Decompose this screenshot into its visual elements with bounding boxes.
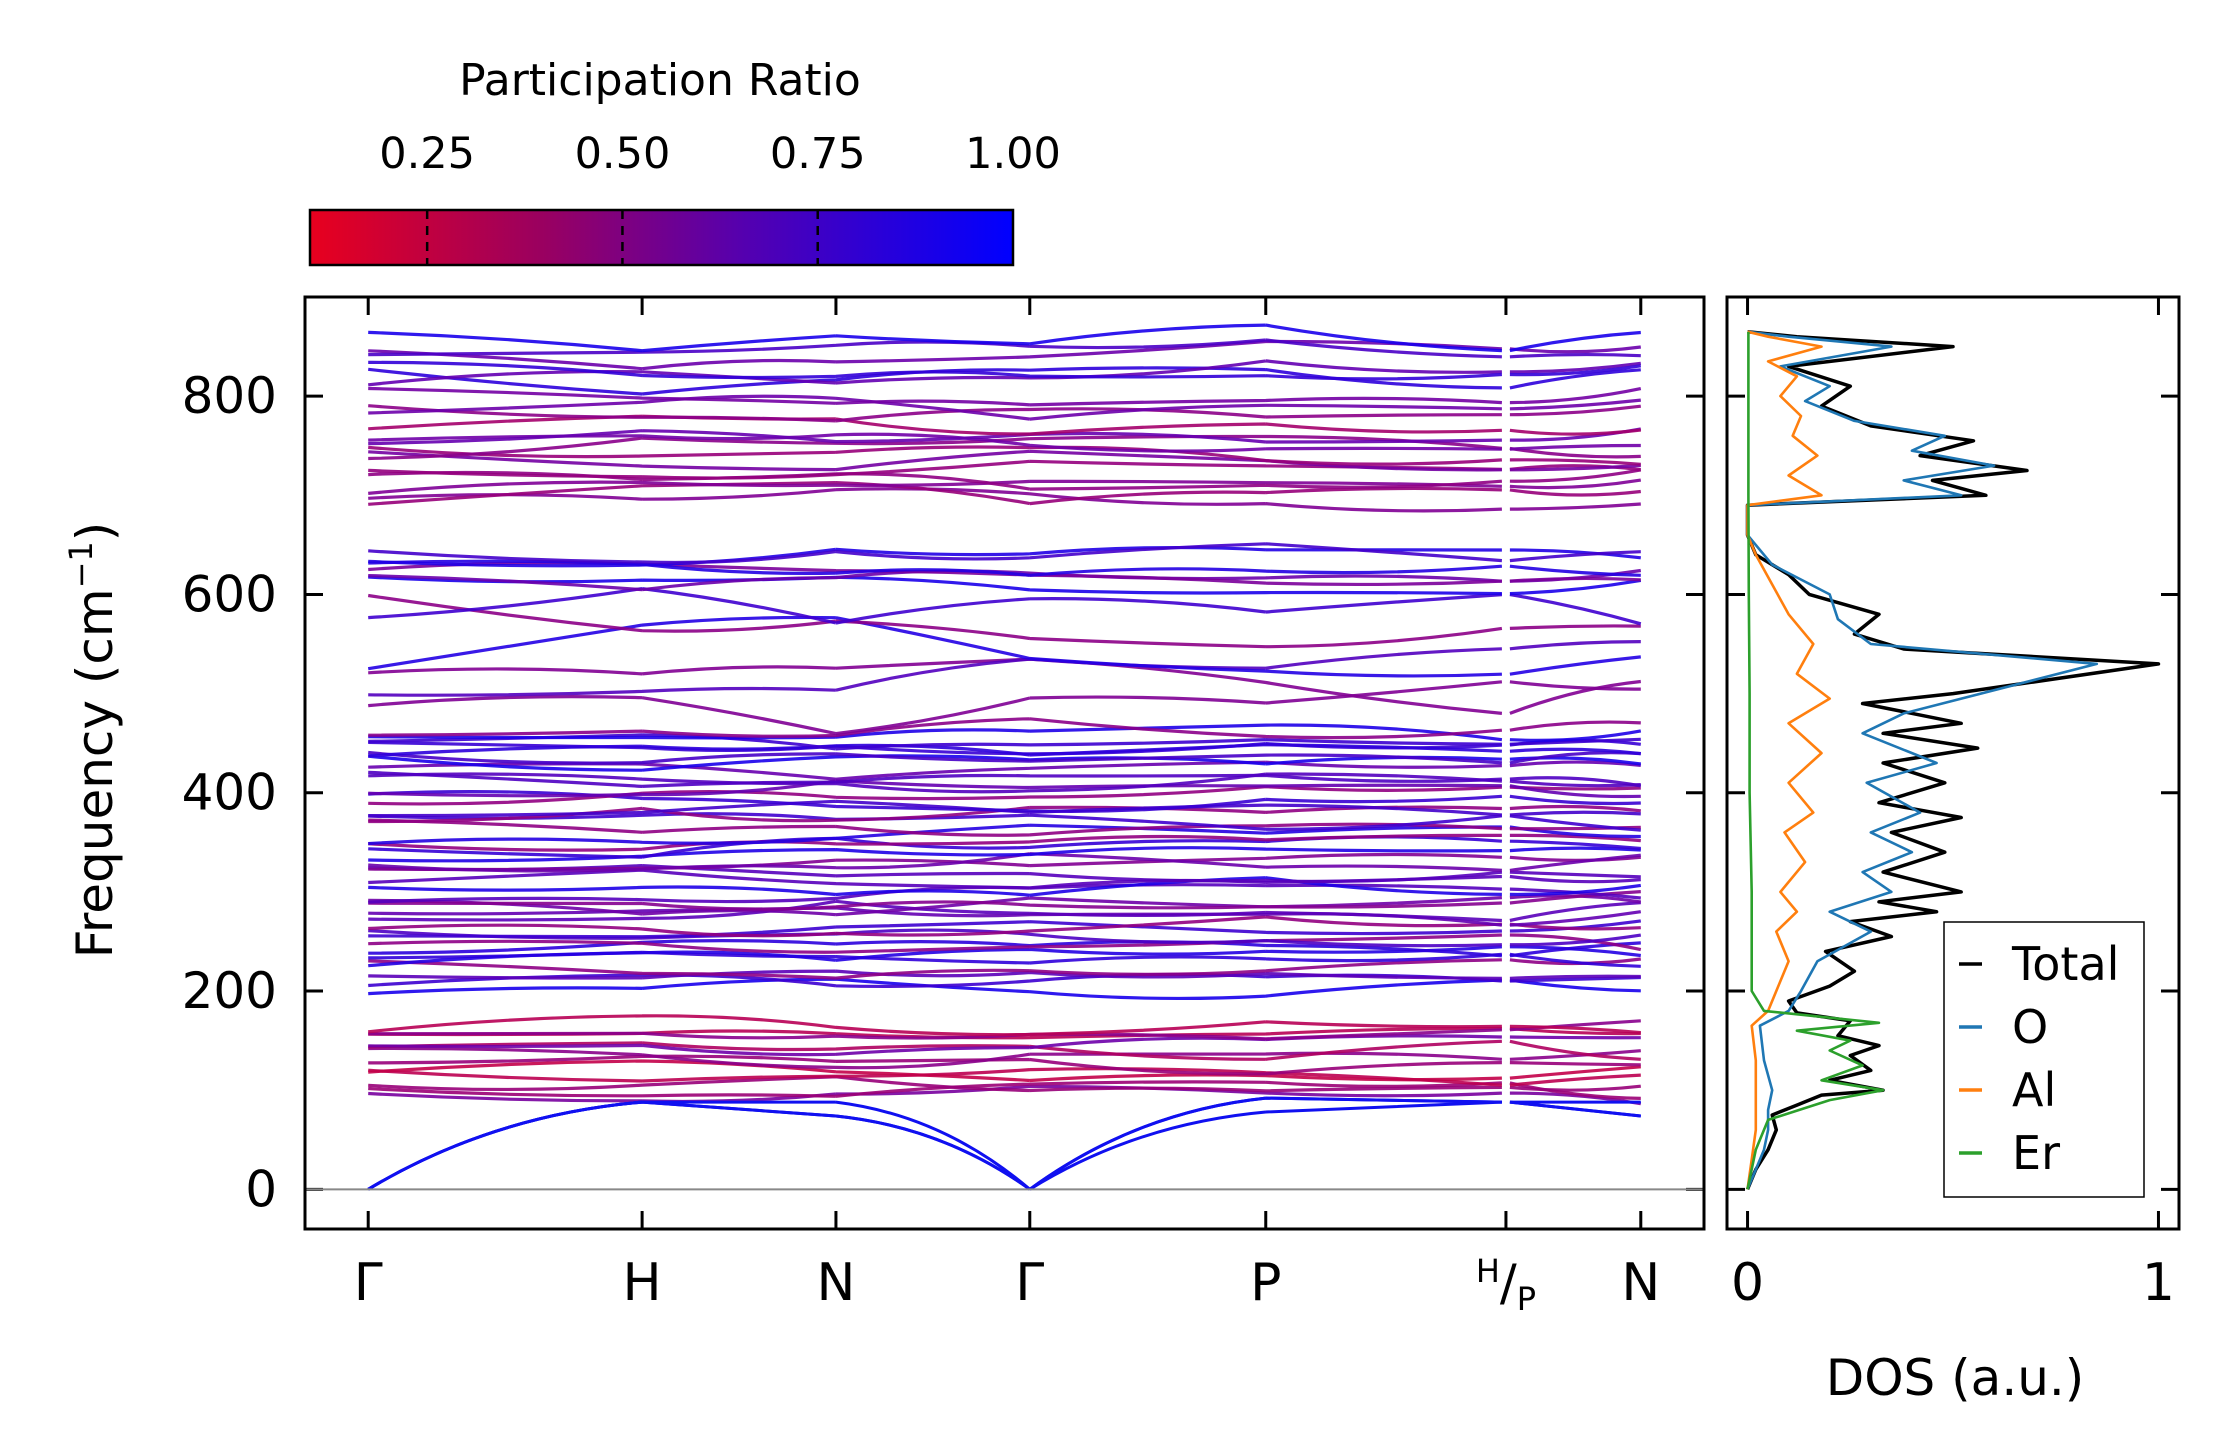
phonon-branch: [368, 876, 1642, 897]
phonon-branch: [368, 1054, 1641, 1076]
colorbar-tick-label: 1.00: [965, 129, 1061, 179]
y-tick-label: 800: [182, 367, 277, 425]
dos-legend: Total O Al Er: [1943, 921, 2145, 1198]
phonon-branch: [368, 790, 1641, 813]
phonon-branch: [368, 561, 1641, 587]
phonon-branch: [368, 1067, 1641, 1087]
phonon-branch: [368, 1039, 1641, 1061]
k-label: P: [1250, 1253, 1281, 1313]
k-label: N: [1621, 1253, 1660, 1313]
phonon-branch: [368, 394, 1641, 421]
legend-box: [1943, 921, 2145, 1198]
phonon-branch: [368, 468, 1642, 491]
phonon-branch: [368, 559, 1641, 577]
legend-label: Er: [2012, 1126, 2060, 1180]
phonon-branch: [368, 1046, 1641, 1070]
phonon-branch: [368, 432, 1641, 453]
phonon-branch: [368, 459, 1641, 480]
phonon-branch: [368, 770, 1642, 788]
acoustic-1: [367, 1096, 1641, 1191]
phonon-branch: [368, 750, 1641, 765]
phonon-branch: [368, 386, 1642, 407]
dos-series-er: [1746, 331, 1885, 1190]
phonon-branch: [368, 818, 1641, 837]
phonon-branch: [368, 919, 1642, 939]
acoustic-3: [367, 1096, 1641, 1191]
legend-label: Total: [2011, 937, 2119, 991]
phonon-branch: [368, 743, 1641, 758]
phonon-branch: [368, 1034, 1641, 1057]
dos-curves: [1745, 329, 2161, 1190]
band-structure-panel: 0 200 400 600 800 Γ H N Γ P H/P N Frequency (cm−1): [62, 295, 1706, 1318]
band-plot-frame: [303, 295, 1706, 1231]
dos-x-tick-label: 0: [1731, 1253, 1764, 1313]
colorbar-tick-label: 0.25: [379, 129, 475, 179]
phonon-branch: [368, 1075, 1641, 1093]
phonon-branch: [368, 449, 1641, 472]
phonon-branch: [368, 957, 1642, 980]
phonon-branch: [368, 414, 1641, 436]
phonon-branch: [368, 945, 1642, 968]
phonon-branch: [367, 593, 1641, 649]
phonon-branch: [368, 587, 1642, 626]
phonon-branch: [368, 1019, 1641, 1041]
phonon-branch: [368, 1080, 1641, 1100]
phonon-branch: [368, 915, 1641, 938]
y-axis-label: Frequency (cm−1): [62, 522, 124, 959]
phonon-branch: [368, 339, 1642, 371]
colorbar-gradient: [308, 208, 1015, 267]
phonon-branch: [368, 542, 1641, 565]
phonon-branch: [368, 478, 1642, 495]
phonon-branch: [368, 846, 1641, 863]
phonon-branch: [368, 760, 1641, 781]
colorbar-tick-label: 0.50: [575, 129, 671, 179]
phonon-branch: [368, 657, 1641, 715]
dos-plot-frame: [1725, 295, 2181, 1231]
y-tick-label: 400: [182, 764, 277, 822]
legend-label: O: [2012, 1000, 2048, 1054]
y-tick-label: 0: [245, 1160, 277, 1218]
k-label: Γ: [354, 1253, 383, 1313]
phonon-branch: [368, 1014, 1641, 1037]
colorbar: Participation Ratio 0.25 0.50 0.75 1.00: [308, 55, 1061, 267]
phonon-branch: [368, 969, 1641, 980]
k-label: Γ: [1015, 1253, 1044, 1313]
dos-series-al: [1746, 330, 1831, 1190]
colorbar-ticks: 0.25 0.50 0.75 1.00: [379, 129, 1061, 265]
phonon-branch: [368, 890, 1641, 911]
phonon-branch: [368, 434, 1641, 461]
y-tick-label: 200: [182, 962, 277, 1020]
phonon-branch: [368, 427, 1642, 446]
k-label-break: H/P: [1476, 1252, 1536, 1318]
legend-label: Al: [2012, 1063, 2056, 1117]
band-axes: 0 200 400 600 800 Γ H N Γ P H/P N: [182, 297, 1704, 1318]
dos-series-o: [1746, 330, 2099, 1190]
phonon-branch: [368, 360, 1642, 381]
dos-series-total: [1745, 329, 2161, 1190]
phonon-branch: [368, 899, 1641, 923]
y-tick-label: 600: [182, 565, 277, 623]
phonon-branch: [368, 717, 1641, 740]
phonon-branch: [368, 680, 1641, 736]
phonon-branch: [368, 933, 1642, 954]
phonon-branch: [368, 852, 1641, 873]
dos-x-axis-label: DOS (a.u.): [1826, 1349, 2085, 1407]
phonon-branch: [368, 323, 1641, 353]
colorbar-tick-label: 0.75: [770, 129, 866, 179]
dos-x-tick-label: 1: [2142, 1253, 2175, 1313]
colorbar-label: Participation Ratio: [459, 55, 861, 106]
k-label: N: [816, 1253, 855, 1313]
k-label: H: [623, 1253, 662, 1313]
phonon-branches: [367, 323, 1642, 1191]
phonon-branch: [367, 615, 1641, 678]
